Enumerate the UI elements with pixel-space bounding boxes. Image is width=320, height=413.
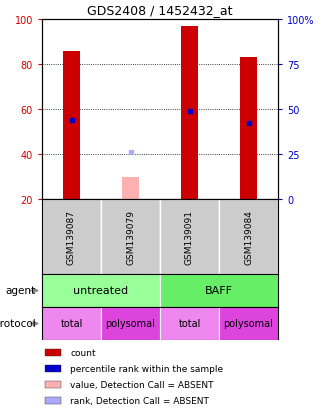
Bar [219, 199, 278, 274]
Bar [240, 58, 257, 199]
Bar [122, 177, 139, 199]
Text: GSM139087: GSM139087 [67, 209, 76, 264]
Bar [181, 27, 198, 199]
Text: polysomal: polysomal [224, 319, 273, 329]
Text: GSM139084: GSM139084 [244, 209, 253, 264]
Text: polysomal: polysomal [106, 319, 156, 329]
Bar [160, 274, 278, 307]
Text: BAFF: BAFF [205, 286, 233, 296]
Title: GDS2408 / 1452432_at: GDS2408 / 1452432_at [87, 5, 233, 17]
Bar [160, 307, 219, 340]
Bar [160, 199, 219, 274]
Bar [45, 365, 61, 372]
Bar [63, 51, 80, 199]
Text: total: total [178, 319, 201, 329]
Text: percentile rank within the sample: percentile rank within the sample [70, 364, 224, 373]
Text: GSM139091: GSM139091 [185, 209, 194, 264]
Bar [42, 199, 101, 274]
Bar [45, 349, 61, 356]
Text: agent: agent [5, 286, 36, 296]
Bar [45, 381, 61, 388]
Bar [42, 307, 101, 340]
Text: rank, Detection Call = ABSENT: rank, Detection Call = ABSENT [70, 396, 209, 405]
Bar [42, 274, 160, 307]
Bar [45, 397, 61, 404]
Text: count: count [70, 348, 96, 357]
Text: total: total [60, 319, 83, 329]
Text: GSM139079: GSM139079 [126, 209, 135, 264]
Text: protocol: protocol [0, 319, 36, 329]
Text: untreated: untreated [73, 286, 129, 296]
Bar [101, 199, 160, 274]
Text: value, Detection Call = ABSENT: value, Detection Call = ABSENT [70, 380, 214, 389]
Bar [219, 307, 278, 340]
Bar [101, 307, 160, 340]
